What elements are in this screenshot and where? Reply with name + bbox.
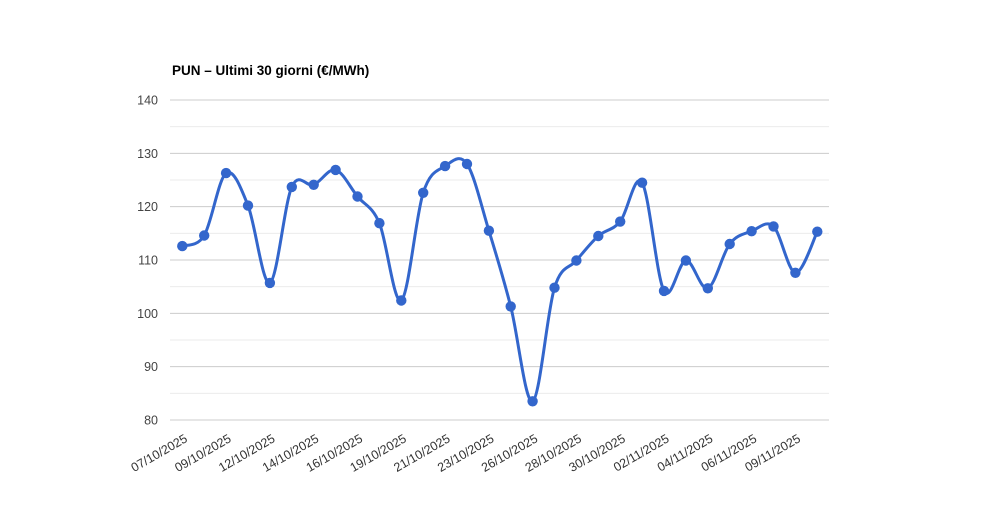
data-point-marker[interactable]: [593, 230, 604, 242]
data-point-marker[interactable]: [571, 255, 582, 266]
data-point-marker[interactable]: [220, 167, 232, 179]
y-axis-tick-label: 110: [138, 254, 158, 268]
data-point-marker[interactable]: [418, 187, 429, 198]
data-point-marker[interactable]: [396, 295, 407, 306]
y-axis-tick-label: 120: [137, 200, 158, 214]
data-point-marker[interactable]: [505, 301, 516, 312]
data-point-marker[interactable]: [264, 277, 276, 289]
data-point-marker[interactable]: [308, 179, 319, 190]
data-point-marker[interactable]: [374, 218, 385, 229]
data-point-marker[interactable]: [615, 216, 626, 227]
data-point-marker[interactable]: [658, 285, 670, 297]
data-point-marker[interactable]: [242, 200, 254, 211]
y-axis-tick-label: 90: [144, 360, 158, 374]
y-axis-tick-label: 130: [137, 147, 158, 161]
data-point-marker[interactable]: [527, 396, 538, 407]
data-point-marker[interactable]: [286, 181, 297, 193]
data-point-marker[interactable]: [352, 191, 363, 202]
data-point-marker[interactable]: [812, 226, 823, 237]
data-point-marker[interactable]: [702, 283, 713, 294]
data-point-marker[interactable]: [461, 158, 473, 170]
data-point-marker[interactable]: [746, 226, 757, 237]
data-point-marker[interactable]: [724, 238, 735, 250]
data-point-marker[interactable]: [768, 221, 779, 232]
data-point-marker[interactable]: [483, 225, 495, 236]
data-point-marker[interactable]: [636, 177, 648, 188]
series-line: [180, 157, 819, 403]
data-point-marker[interactable]: [790, 267, 801, 278]
y-axis-tick-label: 100: [137, 307, 158, 321]
data-point-marker[interactable]: [439, 160, 451, 172]
y-axis-tick-label: 80: [144, 414, 158, 428]
y-axis-tick-label: 140: [137, 94, 158, 108]
chart-title: PUN – Ultimi 30 giorni (€/MWh): [172, 63, 370, 78]
data-point-marker[interactable]: [549, 282, 560, 293]
data-point-marker[interactable]: [199, 230, 210, 241]
data-point-marker[interactable]: [330, 164, 341, 176]
data-point-marker[interactable]: [680, 255, 692, 266]
data-point-marker[interactable]: [177, 240, 188, 252]
